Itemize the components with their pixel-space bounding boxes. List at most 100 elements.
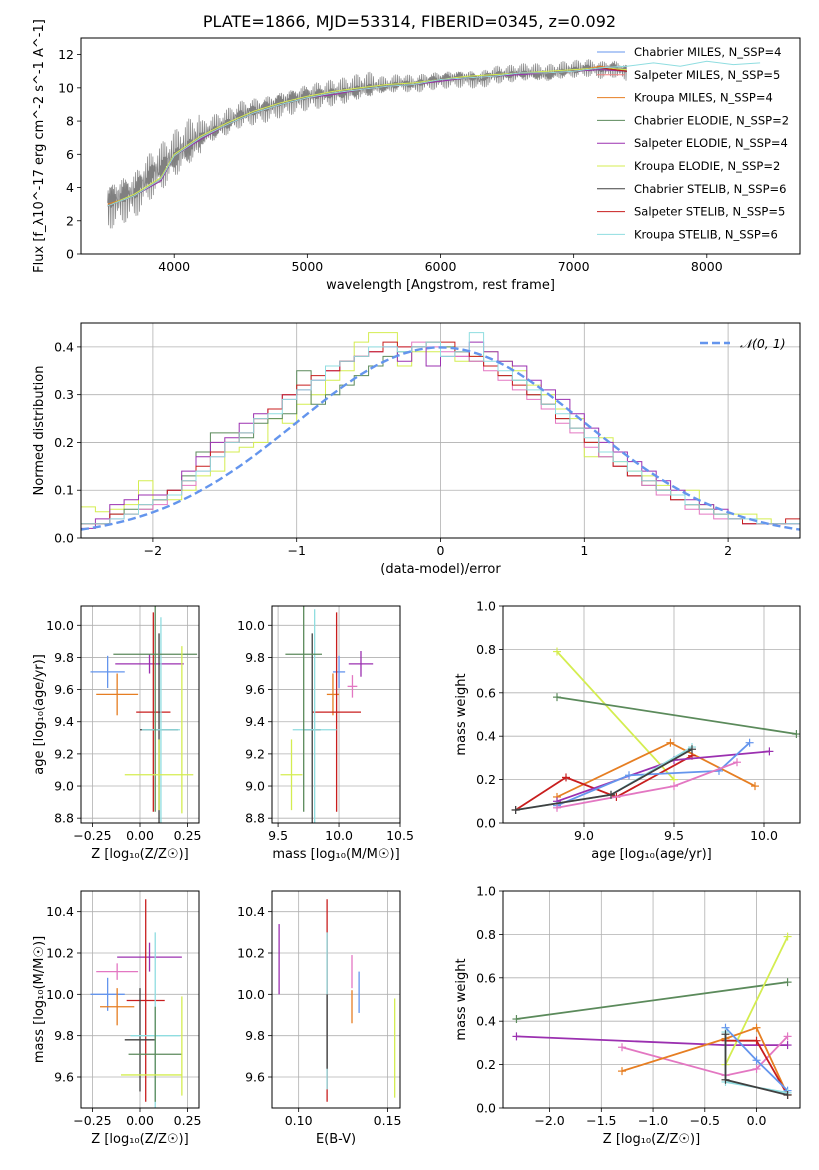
weight-line: [515, 754, 693, 811]
y-tick-label: 0.3: [54, 387, 74, 402]
legend-entry: Salpeter STELIB, N_SSP=5: [634, 205, 785, 219]
weight-line: [621, 1026, 789, 1096]
y-tick-label: 12: [58, 47, 74, 62]
x-tick-label: −0.5: [690, 1113, 720, 1128]
y-tick-label: 9.4: [54, 714, 74, 729]
y-tick-label: 8: [66, 114, 74, 129]
x-tick-label: 10.0: [750, 828, 778, 843]
axes-frame: [502, 605, 801, 824]
y-tick-label: 0.2: [476, 772, 496, 787]
y-tick-label: 0.8: [476, 927, 496, 942]
x-tick-label: 4000: [158, 259, 190, 274]
axes-frame: [80, 890, 200, 1109]
chart-spectrum: 4000 5000 6000 7000 8000 0 2 4 6 8 10 12 wavelength …: [32, 19, 801, 293]
y-tick-label: 9.8: [54, 1028, 74, 1043]
y-tick-label: 10.4: [46, 904, 74, 919]
y-tick-label: 2: [66, 213, 74, 228]
y-tick-label: 9.4: [245, 714, 265, 729]
x-axis-label: wavelength [Angstrom, rest frame]: [326, 278, 555, 293]
axes-frame: [80, 605, 200, 824]
x-tick-label: 8000: [691, 259, 723, 274]
x-tick-label: 7000: [558, 259, 590, 274]
x-tick-label: −0.25: [73, 1113, 111, 1128]
y-tick-label: 0.0: [476, 816, 496, 831]
x-tick-label: 0.25: [174, 828, 202, 843]
weight-line: [621, 1035, 789, 1077]
y-tick-label: 10.0: [46, 618, 74, 633]
chart-age-vs-Z: −0.25 0.00 0.25 8.8 9.0 9.2 9.4 9.6 9.8 10.0 Z [lo…: [32, 605, 202, 862]
chart-residuals: −2 −1 0 1 2 0.0 0.1 0.2 0.3 0.4 (data-model)/error…: [32, 322, 801, 577]
x-tick-label: 0.00: [126, 1113, 154, 1128]
y-tick-label: 9.0: [54, 779, 74, 794]
x-tick-label: 0.15: [374, 1113, 402, 1128]
x-tick-label: 0.10: [285, 1113, 313, 1128]
legend-entry: 𝒩(0, 1): [740, 336, 786, 351]
x-tick-label: 2: [724, 543, 732, 558]
legend-entry: Salpeter MILES, N_SSP=5: [634, 68, 780, 82]
legend-entry: Chabrier MILES, N_SSP=4: [634, 45, 781, 59]
legend-entry: Kroupa MILES, N_SSP=4: [634, 91, 773, 105]
x-tick-label: 5000: [291, 259, 323, 274]
y-tick-label: 1.0: [476, 599, 496, 614]
y-tick-label: 9.8: [245, 1028, 265, 1043]
x-tick-label: 10.0: [325, 828, 353, 843]
y-tick-label: 8.8: [245, 811, 265, 826]
y-tick-label: 0.2: [476, 1057, 496, 1072]
y-tick-label: 10.0: [237, 618, 265, 633]
y-tick-label: 0.1: [54, 483, 74, 498]
x-axis-label: Z [log₁₀(Z/Z☉)]: [91, 1132, 188, 1147]
observed-spectrum-line: [107, 59, 627, 229]
chart-weight-vs-age: 9.0 9.5 10.0 0.0 0.2 0.4 0.6 0.8 1.0 age [log₁₀(a…: [454, 599, 801, 862]
x-axis-label: mass [log₁₀(M/M☉)]: [272, 847, 399, 862]
y-tick-label: 9.2: [54, 746, 74, 761]
y-tick-label: 9.8: [54, 650, 74, 665]
y-tick-label: 9.8: [245, 650, 265, 665]
y-axis-label: mass weight: [454, 958, 469, 1040]
x-tick-label: 9.0: [574, 828, 594, 843]
y-tick-label: 0.4: [476, 729, 496, 744]
y-tick-label: 1.0: [476, 884, 496, 899]
plot-area-mass-vs-Z: [90, 899, 183, 1108]
y-tick-label: 10.2: [237, 946, 265, 961]
y-tick-label: 0: [66, 247, 74, 262]
weight-line: [556, 650, 675, 781]
x-axis-label: E(B-V): [316, 1132, 356, 1147]
weight-line: [724, 936, 789, 1065]
y-tick-label: 10.2: [46, 946, 74, 961]
x-tick-label: 1: [580, 543, 588, 558]
x-axis-label: age [log₁₀(age/yr)]: [591, 847, 712, 862]
x-tick-label: −2: [144, 543, 162, 558]
y-axis-label: mass [log₁₀(M/M☉)]: [32, 936, 47, 1063]
plot-area-age-vs-Z: [90, 606, 198, 823]
y-tick-label: 0.4: [54, 339, 74, 354]
legend-entry: Kroupa STELIB, N_SSP=6: [634, 227, 778, 241]
axes-frame: [80, 322, 801, 539]
weight-line: [516, 981, 788, 1020]
model-spectrum-line: [107, 60, 761, 207]
weight-line: [515, 746, 693, 811]
y-tick-label: 9.6: [245, 682, 265, 697]
x-tick-label: 6000: [425, 259, 457, 274]
axes-frame: [271, 605, 401, 824]
axes-frame: [271, 890, 401, 1109]
x-tick-label: 9.5: [268, 828, 288, 843]
y-axis-label: mass weight: [454, 673, 469, 755]
y-tick-label: 0.0: [54, 531, 74, 546]
x-tick-label: −1: [287, 543, 305, 558]
plot-area-weight-vs-age: [511, 647, 800, 814]
chart-mass-vs-Z: −0.25 0.00 0.25 9.6 9.8 10.0 10.2 10.4 Z [log₁₀(…: [32, 890, 202, 1147]
legend-entry: Kroupa ELODIE, N_SSP=2: [634, 159, 780, 173]
y-axis-label: Flux [f_λ10^-17 erg cm^-2 s^-1 A^-1]: [32, 19, 47, 273]
legend-entry: Chabrier ELODIE, N_SSP=2: [634, 113, 789, 127]
x-tick-label: 0.00: [126, 828, 154, 843]
weight-line: [556, 696, 797, 735]
x-axis-label: (data-model)/error: [380, 562, 501, 577]
x-tick-label: −1.0: [638, 1113, 668, 1128]
x-axis-label: Z [log₁₀(Z/Z☉)]: [603, 1132, 700, 1147]
x-tick-label: 9.5: [664, 828, 684, 843]
figure-title: PLATE=1866, MJD=53314, FIBERID=0345, z=0…: [202, 12, 617, 31]
model-spectrum-line: [107, 67, 627, 207]
y-tick-label: 10.4: [237, 904, 265, 919]
y-tick-label: 4: [66, 180, 74, 195]
axes-frame: [80, 37, 801, 255]
